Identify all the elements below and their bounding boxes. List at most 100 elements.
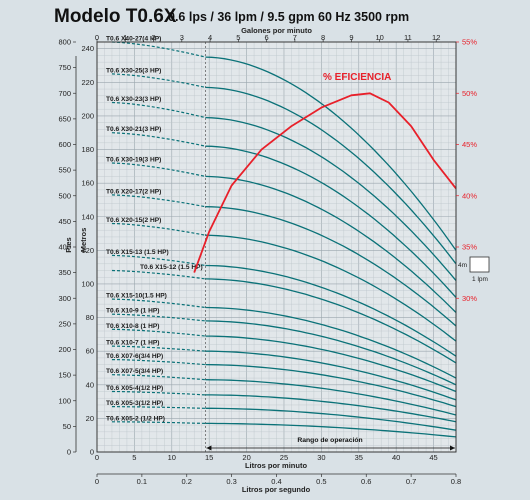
pump-curve [205, 56, 457, 251]
y-meters-tick: 120 [81, 246, 94, 255]
x-bottom2-tick: 0.2 [182, 477, 192, 486]
y-feet-title: Pies [64, 237, 73, 252]
y-feet-tick: 450 [58, 217, 71, 226]
y-meters-tick: 20 [86, 414, 94, 423]
y-meters-tick: 220 [81, 78, 94, 87]
pump-curve-lowflow [111, 313, 206, 322]
pump-curve [205, 175, 457, 313]
scale-legend-box [469, 256, 490, 273]
x-bottom2-tick: 0.5 [316, 477, 326, 486]
scale-legend-top: 4m [458, 262, 467, 269]
y-eff-tick: 55% [462, 38, 477, 47]
x-top-tick: 9 [349, 33, 353, 42]
pump-curve [205, 278, 457, 364]
operating-range-arrowhead-left [206, 445, 212, 451]
operating-range-label: Rango de operación [297, 437, 362, 444]
y-feet-tick: 400 [58, 243, 71, 252]
x-top-tick: 7 [293, 33, 297, 42]
y-meters-tick: 40 [86, 380, 94, 389]
pump-curve-lowflow [111, 406, 206, 409]
pump-curve [205, 86, 457, 265]
pump-curve [205, 116, 457, 282]
curve-label: T0.6 X40-27(4 HP) [106, 36, 161, 43]
pump-curve-lowflow [111, 222, 206, 236]
curve-label: T0.6 X20-17(2 HP) [106, 188, 161, 195]
x-bottom2-tick: 0.3 [226, 477, 236, 486]
x-bottom2-title: Litros por segundo [242, 485, 311, 494]
x-bottom2-tick: 0 [95, 477, 99, 486]
scale-legend-bottom: 1 lpm [472, 276, 488, 283]
x-bottom-tick: 10 [168, 453, 176, 462]
curve-label: T0.6 X15-10(1.5 HP) [106, 293, 167, 300]
y-meters-tick: 200 [81, 111, 94, 120]
pump-curve [205, 145, 457, 298]
y-meters-tick: 180 [81, 145, 94, 154]
y-feet-tick: 100 [58, 396, 71, 405]
x-bottom2-tick: 0.6 [361, 477, 371, 486]
curve-label: T0.6 X30-19(3 HP) [106, 156, 161, 163]
y-meters-tick: 160 [81, 179, 94, 188]
y-feet-tick: 600 [58, 140, 71, 149]
y-feet-tick: 800 [58, 38, 71, 47]
x-top-tick: 3 [180, 33, 184, 42]
x-top-tick: 5 [236, 33, 240, 42]
x-bottom2-tick: 0.4 [271, 477, 281, 486]
pump-curve-lowflow [111, 162, 206, 177]
x-top-tick: 2 [151, 33, 155, 42]
pump-curve-lowflow [112, 421, 206, 424]
curve-label: T0.6 X30-23(3 HP) [106, 96, 161, 103]
y-meters-tick: 140 [81, 212, 94, 221]
operating-range-arrowhead-right [450, 445, 455, 451]
y-feet-tick: 150 [58, 371, 71, 380]
pump-curve-lowflow [111, 194, 206, 208]
y-eff-tick: 45% [462, 140, 477, 149]
pump-curve-lowflow [111, 132, 206, 147]
y-meters-tick: 0 [90, 448, 94, 457]
chart-title: Modelo T0.6X [54, 6, 177, 27]
x-top-tick: 12 [432, 33, 440, 42]
x-top-tick: 10 [376, 33, 384, 42]
x-bottom2-tick: 0.7 [406, 477, 416, 486]
pump-curve [205, 234, 457, 342]
y-feet-tick: 550 [58, 166, 71, 175]
x-bottom-tick: 0 [95, 453, 99, 462]
y-eff-tick: 50% [462, 89, 477, 98]
x-top-tick: 8 [321, 33, 325, 42]
y-feet-tick: 300 [58, 294, 71, 303]
y-eff-tick: 35% [462, 243, 477, 252]
curve-label: T0.6 X05-2 (1/2 HP) [106, 415, 165, 422]
pump-curve-lowflow [111, 359, 206, 366]
pump-curve [205, 422, 457, 438]
curve-label: T0.6 X07-6(3/4 HP) [106, 353, 163, 360]
pump-curve-lowflow [111, 269, 206, 280]
pump-curve-lowflow [111, 374, 206, 381]
y-meters-tick: 80 [86, 313, 94, 322]
y-feet-tick: 0 [67, 448, 71, 457]
x-bottom-tick: 30 [317, 453, 325, 462]
pump-curve [205, 320, 457, 386]
y-meters-tick: 100 [81, 279, 94, 288]
x-bottom-tick: 5 [132, 453, 136, 462]
x-bottom-title: Litros por minuto [245, 461, 307, 470]
pump-curve-lowflow [111, 254, 206, 267]
x-bottom-tick: 25 [280, 453, 288, 462]
pump-curve-lowflow [111, 390, 206, 396]
pump-curve-lowflow [111, 328, 206, 337]
x-bottom-tick: 15 [205, 453, 213, 462]
y-feet-tick: 350 [58, 268, 71, 277]
x-bottom-tick: 20 [242, 453, 250, 462]
pump-curve [205, 206, 457, 327]
y-meters-title: Metros [79, 228, 88, 253]
pump-curve [205, 335, 457, 393]
curve-label: T0.6 X10-9 (1 HP) [106, 308, 160, 315]
y-feet-tick: 700 [58, 89, 71, 98]
x-bottom-tick: 45 [429, 453, 437, 462]
y-eff-tick: 40% [462, 191, 477, 200]
pump-curve [205, 363, 457, 408]
pump-curve [205, 407, 457, 431]
curve-label: T0.6 X30-21(3 HP) [106, 126, 161, 133]
pump-curve-lowflow [111, 298, 206, 309]
y-feet-tick: 750 [58, 63, 71, 72]
